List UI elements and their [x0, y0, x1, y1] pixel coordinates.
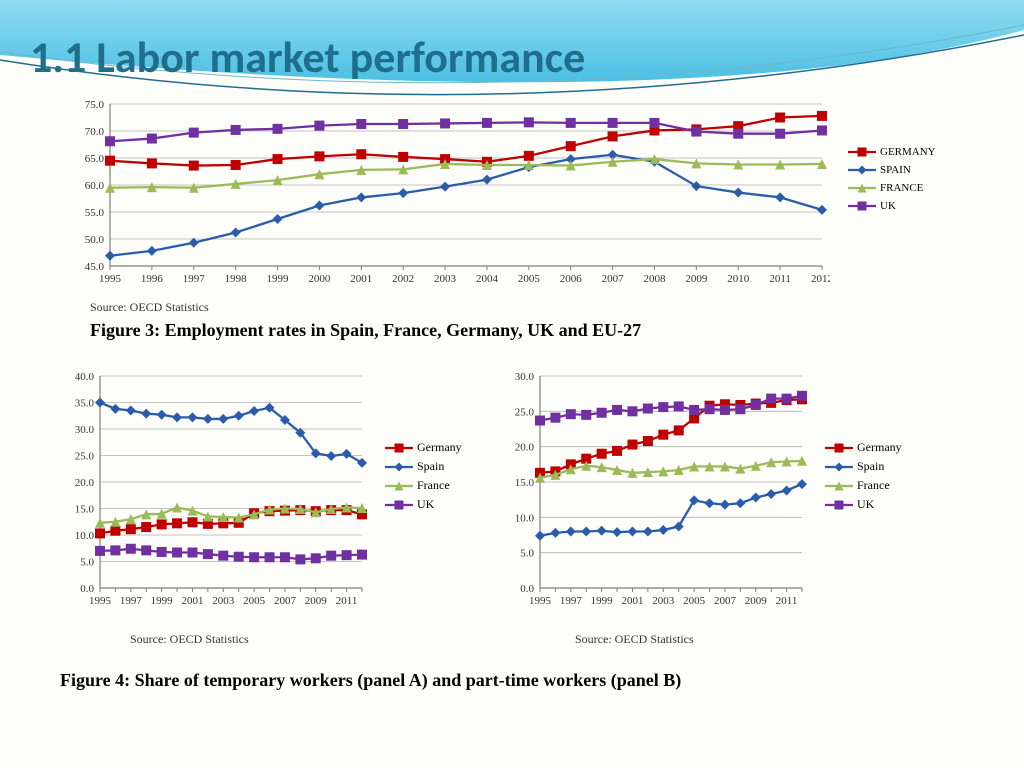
figure-3-source: Source: OECD Statistics	[90, 300, 209, 315]
legend-label: UK	[880, 200, 896, 212]
svg-text:30.0: 30.0	[515, 371, 535, 383]
svg-text:1995: 1995	[99, 273, 122, 285]
legend-label: France	[417, 478, 450, 493]
legend-item-uk: UK	[848, 199, 936, 213]
svg-text:2011: 2011	[336, 595, 358, 607]
legend-item-spain: Spain	[385, 459, 462, 474]
figure-4a-legend: Germany Spain France UK	[385, 440, 462, 516]
svg-text:10.0: 10.0	[515, 512, 535, 524]
svg-text:2001: 2001	[181, 595, 203, 607]
svg-text:20.0: 20.0	[515, 442, 535, 454]
legend-label: France	[857, 478, 890, 493]
svg-text:2001: 2001	[350, 273, 372, 285]
svg-text:2008: 2008	[643, 273, 666, 285]
legend-item-germany: Germany	[385, 440, 462, 455]
svg-text:45.0: 45.0	[85, 261, 105, 273]
legend-item-uk: UK	[385, 497, 462, 512]
svg-text:1996: 1996	[141, 273, 164, 285]
svg-text:2006: 2006	[560, 273, 583, 285]
svg-text:40.0: 40.0	[75, 371, 95, 383]
svg-text:1999: 1999	[151, 595, 174, 607]
legend-item-france: France	[825, 478, 902, 493]
legend-item-france: France	[385, 478, 462, 493]
svg-text:15.0: 15.0	[75, 504, 95, 516]
svg-text:50.0: 50.0	[85, 234, 105, 246]
svg-text:2009: 2009	[745, 595, 768, 607]
legend-label: UK	[417, 497, 434, 512]
svg-text:70.0: 70.0	[85, 126, 105, 138]
svg-text:1995: 1995	[529, 595, 552, 607]
svg-text:25.0: 25.0	[75, 451, 95, 463]
svg-text:35.0: 35.0	[75, 398, 95, 410]
svg-text:2001: 2001	[621, 595, 643, 607]
legend-label: Spain	[857, 459, 884, 474]
figure-4b-legend: Germany Spain France UK	[825, 440, 902, 516]
svg-text:1997: 1997	[560, 595, 583, 607]
svg-text:1999: 1999	[591, 595, 614, 607]
figure-4a-source: Source: OECD Statistics	[130, 632, 249, 647]
svg-text:2002: 2002	[392, 273, 414, 285]
svg-text:65.0: 65.0	[85, 153, 105, 165]
slide-title: 1.1 Labor market performance	[30, 30, 585, 84]
legend-label: Germany	[417, 440, 462, 455]
svg-text:2009: 2009	[685, 273, 708, 285]
svg-text:2005: 2005	[243, 595, 266, 607]
figure-4b-chart: 0.0 5.0 10.0 15.0 20.0 25.0 30.0 1995 1997 1999 20…	[500, 370, 810, 620]
svg-text:2005: 2005	[518, 273, 541, 285]
svg-text:1997: 1997	[183, 273, 206, 285]
svg-text:2011: 2011	[776, 595, 798, 607]
svg-text:2007: 2007	[714, 595, 737, 607]
figure-4-caption: Figure 4: Share of temporary workers (pa…	[60, 670, 681, 691]
legend-item-spain: Spain	[825, 459, 902, 474]
svg-text:2011: 2011	[769, 273, 791, 285]
svg-text:5.0: 5.0	[520, 548, 534, 560]
figure-4a-chart: 0.0 5.0 10.0 15.0 20.0 25.0 30.0 35.0 40.0 1995 19…	[60, 370, 370, 620]
svg-text:2007: 2007	[602, 273, 625, 285]
svg-text:10.0: 10.0	[75, 530, 95, 542]
svg-text:2010: 2010	[727, 273, 750, 285]
figure-4b-source: Source: OECD Statistics	[575, 632, 694, 647]
svg-text:2003: 2003	[212, 595, 235, 607]
legend-item-spain: SPAIN	[848, 163, 936, 177]
figure-3-caption: Figure 3: Employment rates in Spain, Fra…	[90, 320, 641, 341]
svg-text:15.0: 15.0	[515, 477, 535, 489]
legend-label: Spain	[417, 459, 444, 474]
svg-text:1997: 1997	[120, 595, 143, 607]
svg-text:1998: 1998	[225, 273, 248, 285]
legend-label: SPAIN	[880, 164, 911, 176]
svg-text:25.0: 25.0	[515, 406, 535, 418]
legend-item-uk: UK	[825, 497, 902, 512]
svg-text:1999: 1999	[267, 273, 290, 285]
svg-text:0.0: 0.0	[80, 583, 94, 595]
svg-text:2009: 2009	[305, 595, 328, 607]
svg-text:2005: 2005	[683, 595, 706, 607]
svg-text:5.0: 5.0	[80, 557, 94, 569]
svg-text:60.0: 60.0	[85, 180, 105, 192]
svg-text:1995: 1995	[89, 595, 112, 607]
svg-text:75.0: 75.0	[85, 99, 105, 111]
legend-item-germany: Germany	[825, 440, 902, 455]
legend-label: FRANCE	[880, 182, 923, 194]
svg-text:2000: 2000	[308, 273, 331, 285]
legend-label: UK	[857, 497, 874, 512]
svg-text:2004: 2004	[476, 273, 499, 285]
figure-3-chart: 45.0 50.0 55.0 60.0 65.0 70.0 75.0 1995 1996 1997…	[70, 98, 830, 298]
svg-text:2007: 2007	[274, 595, 297, 607]
legend-item-germany: GERMANY	[848, 145, 936, 159]
svg-text:2012: 2012	[811, 273, 830, 285]
figure-3-legend: GERMANY SPAIN FRANCE UK	[848, 145, 936, 217]
legend-label: Germany	[857, 440, 902, 455]
legend-label: GERMANY	[880, 146, 936, 158]
svg-text:2003: 2003	[652, 595, 675, 607]
svg-text:55.0: 55.0	[85, 207, 105, 219]
legend-item-france: FRANCE	[848, 181, 936, 195]
svg-text:20.0: 20.0	[75, 477, 95, 489]
svg-text:30.0: 30.0	[75, 424, 95, 436]
svg-text:2003: 2003	[434, 273, 457, 285]
svg-text:0.0: 0.0	[520, 583, 534, 595]
